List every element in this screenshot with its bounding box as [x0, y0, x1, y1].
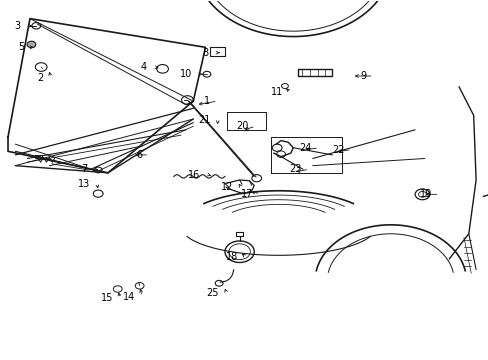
- Text: 8: 8: [203, 48, 208, 58]
- Text: 24: 24: [299, 143, 311, 153]
- Text: 11: 11: [271, 87, 283, 97]
- Text: 18: 18: [226, 252, 238, 262]
- Text: 2: 2: [37, 73, 43, 83]
- Text: 13: 13: [78, 179, 90, 189]
- Text: 16: 16: [188, 170, 200, 180]
- Circle shape: [27, 41, 36, 48]
- Text: 20: 20: [236, 121, 248, 131]
- Text: 21: 21: [198, 115, 210, 125]
- Text: 23: 23: [289, 164, 302, 174]
- Text: 6: 6: [136, 150, 142, 160]
- Text: 3: 3: [14, 21, 20, 31]
- Text: 4: 4: [141, 62, 147, 72]
- Text: 5: 5: [18, 42, 24, 52]
- Text: 12: 12: [221, 182, 233, 192]
- Text: 10: 10: [180, 69, 192, 79]
- Text: 17: 17: [241, 189, 253, 199]
- Text: 7: 7: [81, 164, 87, 174]
- Text: 15: 15: [100, 293, 113, 303]
- Text: 9: 9: [360, 71, 366, 81]
- Text: 25: 25: [206, 288, 219, 298]
- Text: 22: 22: [331, 144, 344, 154]
- Text: 14: 14: [122, 292, 135, 302]
- Text: 19: 19: [419, 189, 431, 199]
- Text: 1: 1: [204, 96, 210, 106]
